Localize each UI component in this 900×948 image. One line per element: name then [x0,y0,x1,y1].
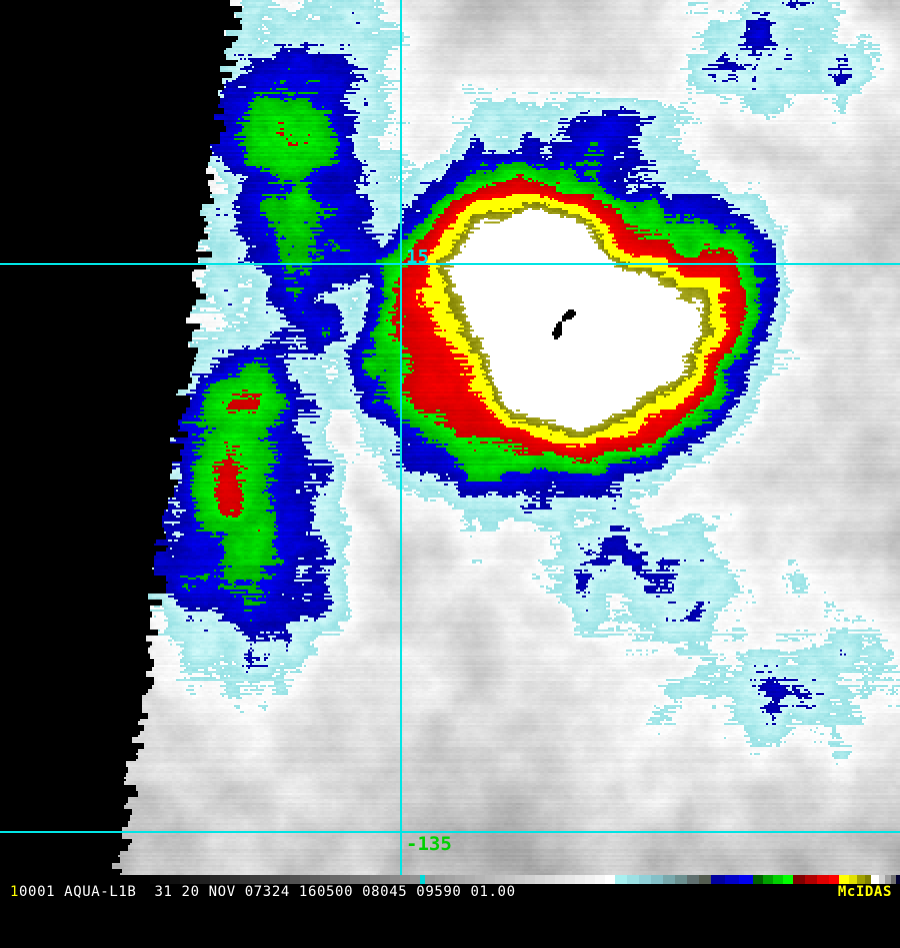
color-ramp-stop [420,875,425,884]
color-ramp-stop [505,875,515,884]
color-ramp-stop [340,875,350,884]
grid-label-latitude: 15 [406,246,429,268]
color-ramp-stop [565,875,575,884]
color-ramp-stop [290,875,300,884]
color-ramp-stop [615,875,627,884]
color-ramp-stop [380,875,390,884]
color-ramp-stop [370,875,380,884]
color-ramp-stop [753,875,763,884]
color-ramp-stop [210,875,220,884]
color-ramp-stop [270,875,280,884]
color-ramp-stop [310,875,320,884]
color-ramp-stop [390,875,400,884]
color-ramp-stop [605,875,615,884]
color-ramp-stop [200,875,210,884]
color-ramp-stop [425,875,435,884]
color-ramp-stop [773,875,783,884]
color-ramp-stop [575,875,585,884]
color-ramp-stop [891,875,896,884]
frame-number: 1 [10,884,20,900]
grid-label-longitude: -135 [406,833,452,855]
color-ramp-stop [280,875,290,884]
color-ramp-stop [699,875,711,884]
color-ramp-stop [839,875,849,884]
color-ramp-stop [445,875,455,884]
color-ramp-stop [220,875,230,884]
color-ramp-stop [180,875,190,884]
color-ramp-stop [675,875,687,884]
color-ramp-stop [585,875,595,884]
color-ramp-stop [360,875,370,884]
color-ramp-stop [555,875,565,884]
color-ramp-stop [0,875,150,884]
color-ramp-stop [150,875,160,884]
color-ramp-stop [595,875,605,884]
color-ramp-stop [663,875,675,884]
color-ramp-stop [651,875,663,884]
bottom-status-bar: 10001 AQUA-L1B 31 20 NOV 07324 160500 08… [0,875,900,900]
color-ramp-stop [805,875,817,884]
color-ramp-stop [410,875,420,884]
color-ramp-stop [330,875,340,884]
color-ramp-stop [485,875,495,884]
color-ramp-stop [857,875,865,884]
color-ramp-stop [400,875,410,884]
color-ramp-stop [865,875,871,884]
color-ramp-stop [885,875,891,884]
satellite-infrared-enhanced-image[interactable] [0,0,900,875]
color-ramp-stop [739,875,753,884]
color-ramp-stop [435,875,445,884]
color-ramp-stop [871,875,879,884]
color-ramp-stop [687,875,699,884]
color-ramp-stop [896,875,900,884]
color-ramp-stop [793,875,805,884]
color-ramp-stop [465,875,475,884]
status-line: 10001 AQUA-L1B 31 20 NOV 07324 160500 08… [0,884,900,900]
color-ramp-stop [230,875,240,884]
color-ramp-stop [639,875,651,884]
color-ramp-stop [320,875,330,884]
color-ramp-stop [350,875,360,884]
color-ramp-stop [170,875,180,884]
mcidas-image-window: 15 -135 10001 AQUA-L1B 31 20 NOV 07324 1… [0,0,900,900]
color-ramp-stop [260,875,270,884]
color-ramp-stop [763,875,773,884]
color-ramp-stop [627,875,639,884]
color-ramp-stop [545,875,555,884]
color-ramp-stop [725,875,739,884]
color-ramp-stop [160,875,170,884]
color-ramp-stop [240,875,250,884]
color-ramp-stop [190,875,200,884]
color-ramp-stop [783,875,793,884]
color-ramp-stop [300,875,310,884]
satellite-image-area[interactable]: 15 -135 [0,0,900,875]
color-ramp-stop [879,875,885,884]
color-ramp-stop [515,875,525,884]
color-ramp-stop [849,875,857,884]
mcidas-brand-label: McIDAS [837,884,892,900]
color-ramp-stop [711,875,725,884]
color-ramp-stop [525,875,535,884]
color-ramp-stop [455,875,465,884]
color-ramp-stop [829,875,839,884]
color-ramp-stop [250,875,260,884]
color-ramp-stop [495,875,505,884]
status-text-group: 10001 AQUA-L1B 31 20 NOV 07324 160500 08… [10,884,516,900]
status-metadata-text: 0001 AQUA-L1B 31 20 NOV 07324 160500 080… [19,884,516,900]
color-ramp-stop [475,875,485,884]
enhancement-color-ramp [0,875,900,884]
color-ramp-stop [817,875,829,884]
color-ramp-stop [535,875,545,884]
